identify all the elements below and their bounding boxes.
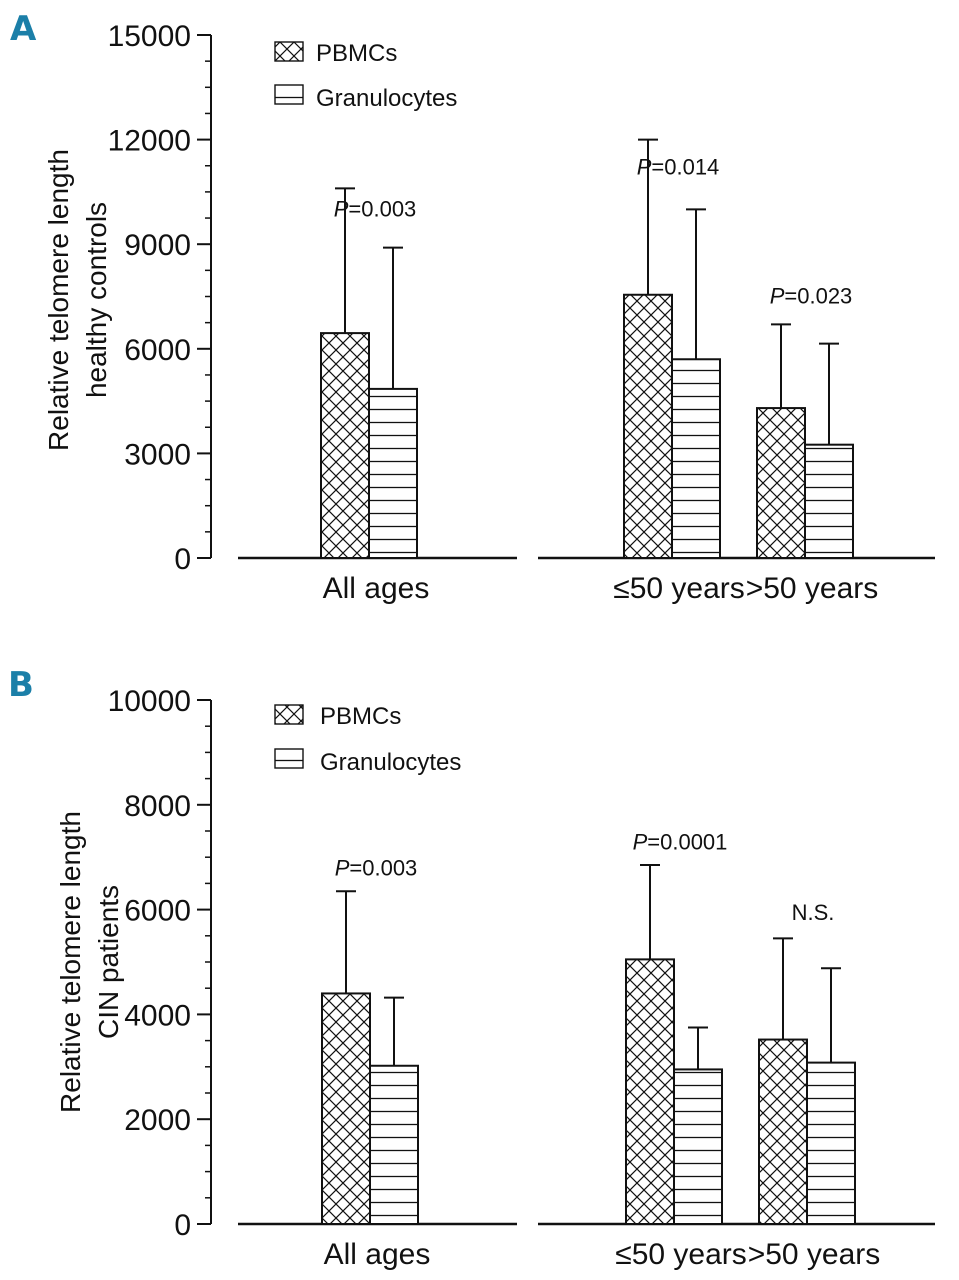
x-category-label: ≤50 years	[615, 1238, 747, 1271]
p-symbol: P	[633, 829, 648, 854]
plot-area: 0 2000 4000 6000 8000 10000 All ages ≤50 years >…	[108, 685, 935, 1271]
p-value: =0.023	[784, 283, 852, 308]
x-category-label: All ages	[323, 572, 430, 605]
y-tick-label: 0	[174, 1209, 191, 1242]
p-value: =0.003	[348, 196, 416, 221]
y-tick-label: 2000	[124, 1104, 191, 1137]
x-category-label: >50 years	[748, 1238, 881, 1271]
bar-granulocytes	[671, 358, 721, 560]
bar-pbmcs	[320, 332, 370, 559]
y-axis-label-line1: Relative telomere length	[55, 811, 86, 1113]
bar-granulocytes	[673, 1068, 723, 1226]
y-tick-label: 3000	[124, 438, 191, 471]
bar-pbmcs	[625, 958, 675, 1225]
legend: PBMCs Granulocytes	[274, 703, 461, 776]
plot-area: 0 3000 6000 9000 12000 15000 All ages ≤50 years…	[108, 20, 935, 605]
p-symbol: P	[335, 856, 350, 881]
y-tick-label: 6000	[124, 334, 191, 367]
bar-pbmcs	[758, 1038, 808, 1225]
y-tick-label: 10000	[108, 685, 191, 718]
y-axis-label-line2: CIN patients	[93, 885, 124, 1039]
significance-annotation: P=0.0001	[633, 829, 728, 854]
p-symbol: P	[770, 283, 785, 308]
bar-pbmcs	[756, 407, 806, 559]
y-tick-label: 9000	[124, 229, 191, 262]
panel-letter-b: B	[8, 665, 34, 705]
legend-swatch-pbmcs	[274, 704, 304, 725]
legend-label-pbmcs: PBMCs	[320, 703, 401, 730]
significance-annotation: P=0.003	[335, 856, 418, 881]
bar-granulocytes	[804, 443, 854, 559]
y-tick-label: 6000	[124, 895, 191, 928]
x-category-label: All ages	[324, 1238, 431, 1271]
y-tick-label: 4000	[124, 999, 191, 1032]
bar-pbmcs	[321, 992, 371, 1225]
significance-annotation: P=0.014	[637, 154, 720, 179]
p-symbol: P	[334, 196, 349, 221]
panel-letter-a: A	[10, 9, 37, 49]
significance-annotation: P=0.023	[770, 283, 853, 308]
y-tick-label: 8000	[124, 790, 191, 823]
bar-granulocytes	[369, 1064, 419, 1225]
x-category-label: >50 years	[746, 572, 879, 605]
y-tick-label: 15000	[108, 20, 191, 53]
p-value: =0.014	[651, 154, 719, 179]
p-symbol: P	[637, 154, 652, 179]
y-tick-label: 0	[174, 543, 191, 576]
y-axis-label-line2: healthy controls	[81, 202, 112, 398]
significance-annotation: N.S.	[792, 900, 835, 925]
legend-swatch-granulocytes	[274, 748, 304, 769]
panel-b: B Relative telomere length CIN patients …	[8, 665, 935, 1271]
bar-granulocytes	[368, 387, 418, 559]
legend: PBMCs Granulocytes	[274, 40, 457, 112]
legend-label-pbmcs: PBMCs	[316, 40, 397, 67]
legend-swatch-granulocytes	[274, 84, 304, 105]
y-tick-label: 12000	[108, 125, 191, 158]
p-value: =0.0001	[647, 829, 727, 854]
bar-granulocytes	[806, 1061, 856, 1226]
legend-label-granulocytes: Granulocytes	[320, 749, 461, 776]
panel-a: A Relative telomere length healthy contr…	[10, 9, 935, 605]
legend-label-granulocytes: Granulocytes	[316, 85, 457, 112]
p-value: N.S.	[792, 900, 835, 925]
legend-swatch-pbmcs	[274, 41, 304, 62]
p-value: =0.003	[349, 856, 417, 881]
x-category-label: ≤50 years	[613, 572, 745, 605]
significance-annotation: P=0.003	[334, 196, 417, 221]
bar-pbmcs	[623, 293, 673, 559]
y-axis-label-line1: Relative telomere length	[43, 149, 74, 451]
